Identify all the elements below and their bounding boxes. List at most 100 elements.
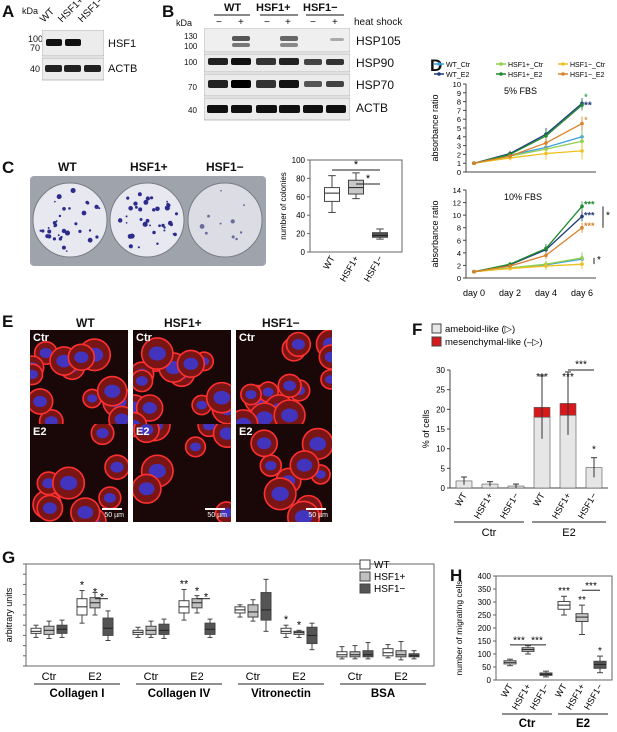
box [293, 630, 305, 635]
tick-label: 4 [457, 249, 461, 258]
group-label: Collagen IV [148, 688, 211, 700]
tick-label: 30 [436, 366, 445, 375]
panel-letter-b: B [162, 2, 175, 21]
sig-marker: * [93, 587, 98, 599]
nucleus [281, 408, 299, 423]
tick-label: 14 [453, 186, 461, 195]
tick-label: 0 [487, 676, 492, 685]
colony [158, 224, 161, 228]
box [30, 627, 42, 634]
tick-label: 6 [457, 115, 461, 124]
legend-marker [499, 72, 503, 76]
group-label: E2 [576, 718, 590, 730]
band-label: ACTB [108, 63, 138, 75]
y-axis-label: absorbance ratio [430, 200, 440, 267]
box [280, 627, 292, 634]
tick-label: 0 [441, 484, 446, 493]
colony [143, 199, 149, 205]
tick-label: 20 [296, 230, 305, 239]
colony [87, 237, 93, 243]
data-point [580, 225, 584, 230]
sig-marker: * [606, 210, 610, 221]
legend-marker [499, 62, 503, 66]
nucleus [262, 387, 274, 397]
marker-label: 70 [188, 83, 197, 92]
colony [128, 205, 133, 211]
sig-marker: *** [558, 586, 570, 597]
nucleus [42, 502, 57, 514]
marker-label: 100 [184, 58, 198, 67]
nucleus [139, 424, 154, 436]
tick-label: 2 [457, 150, 461, 159]
kda-label: kDa [176, 18, 193, 28]
lane-label: WT [38, 6, 57, 25]
colony [134, 205, 138, 209]
sub-label: E2 [88, 671, 101, 683]
sig-marker: * [366, 173, 371, 185]
colony [47, 229, 52, 234]
tick-label: 15 [436, 425, 445, 434]
sig-marker: * [204, 592, 209, 604]
sub-label: E2 [394, 671, 407, 683]
migration-boxplot: 0 50 100 150 200 250 300 350 400 number of migrat… [454, 572, 613, 730]
sig-marker: *** [562, 372, 574, 383]
category-label: WT [553, 682, 569, 700]
colony [41, 229, 45, 233]
colony [52, 237, 57, 241]
tick-label: 3 [457, 142, 461, 151]
micrograph-hsf1minus-ctr: Ctr [236, 330, 332, 428]
column-label: HSF1+ [164, 316, 202, 330]
colony [52, 220, 57, 225]
tick-label: 2 [457, 261, 461, 270]
tick-label: 8 [457, 98, 461, 107]
box [204, 622, 216, 635]
cell-morphology-bar-chart: ameboid-like (▷) mesenchymal-like (–▷) 0 5 1… [421, 323, 608, 539]
data-point [544, 264, 548, 268]
nucleus [183, 357, 199, 370]
y-axis-label: arbitrary units [4, 587, 14, 642]
scale-bar [205, 508, 225, 510]
colony [142, 221, 148, 227]
group-underlines [214, 14, 344, 16]
sig-marker: *** [531, 636, 543, 647]
colony [174, 212, 179, 216]
tick-label: 200 [478, 624, 492, 633]
data-point [580, 149, 584, 153]
micrograph-hsf1minus-e2: E2 50 µm [236, 424, 332, 522]
colony [78, 229, 82, 234]
colony [137, 192, 142, 197]
growth-curve-chart: WT_Ctr HSF1+_Ctr HSF1−_Ctr WT_E2 HSF1+_E2 HSF… [430, 62, 610, 298]
colony [149, 224, 151, 227]
colony [145, 218, 150, 223]
colony [126, 196, 130, 200]
category-label: HSF1+ [338, 254, 361, 283]
tick-label: 150 [478, 637, 492, 646]
sig-marker: *** [575, 360, 587, 371]
colony [64, 230, 71, 236]
colony [163, 229, 166, 232]
group-label: HSF1+ [256, 2, 291, 14]
treatment-sign: + [238, 17, 244, 28]
colony [95, 235, 99, 239]
marker-label: 40 [30, 64, 41, 74]
tick-label: 5 [441, 464, 446, 473]
legend-label: mesenchymal-like (–▷) [445, 337, 543, 348]
legend-marker [437, 72, 441, 76]
sig-marker: * [584, 93, 588, 104]
micrograph-hsf1plus-ctr: Ctr [133, 330, 231, 428]
x-tick-label: day 0 [463, 288, 485, 298]
box [158, 623, 170, 635]
data-point [580, 103, 584, 107]
nucleus [265, 460, 277, 471]
colony [239, 231, 243, 234]
condition-tag: E2 [33, 426, 47, 438]
colony [57, 234, 60, 237]
nucleus [135, 376, 148, 386]
box [349, 651, 361, 658]
sig-marker: ** [584, 101, 592, 112]
colony [230, 219, 235, 224]
panel-letter-a: A [2, 2, 15, 21]
data-point [472, 161, 476, 165]
box [362, 650, 374, 658]
nucleus [77, 505, 94, 519]
